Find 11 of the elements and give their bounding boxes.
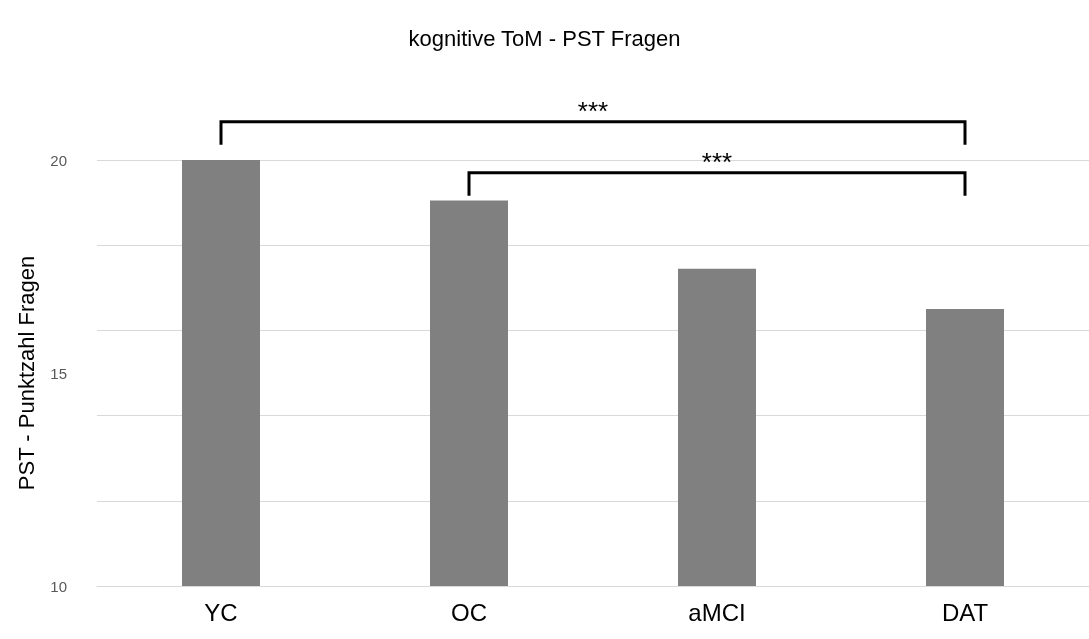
- annotation: ***: [701, 146, 733, 177]
- y-axis-title: PST - Punktzahl Fragen: [13, 255, 39, 491]
- y-tick-label: 10: [50, 577, 67, 595]
- x-tick-label: aMCI: [688, 598, 746, 626]
- x-tick-label: OC: [451, 598, 487, 626]
- chart-title: kognitive ToM - PST Fragen: [408, 25, 681, 51]
- text: ***: [577, 95, 609, 126]
- y-tick-label: 20: [50, 151, 67, 169]
- x-tick-label: YC: [204, 598, 238, 626]
- x-tick-label: DAT: [941, 598, 989, 626]
- y-tick-label: 15: [50, 364, 67, 382]
